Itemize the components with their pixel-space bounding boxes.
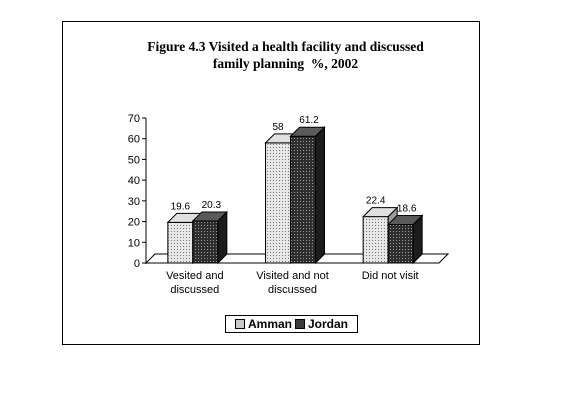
- category-label-line: discussed: [268, 284, 317, 296]
- bar-top: [386, 214, 424, 225]
- data-label: 61.2: [299, 115, 319, 126]
- category-label-line: Vesited and: [166, 270, 224, 282]
- bar-front: [290, 135, 316, 264]
- y-tick-label: 60: [128, 134, 140, 146]
- legend-swatch-jordan: [295, 319, 305, 329]
- category-label-line: Did not visit: [362, 270, 419, 282]
- category-label: Vesited and discussed: [166, 270, 224, 296]
- bar-1-0: [191, 210, 229, 265]
- y-tick-label: 20: [128, 217, 140, 229]
- bar-side: [315, 126, 325, 265]
- bar-front: [265, 142, 291, 264]
- category-label: Did not visit: [362, 270, 419, 282]
- category-label-line: discussed: [170, 284, 219, 296]
- y-tick-label: 40: [128, 175, 140, 187]
- data-label: 20.3: [202, 200, 222, 211]
- legend-item-jordan: Jordan: [295, 317, 348, 331]
- legend-label-jordan: Jordan: [308, 317, 349, 331]
- bar-top: [361, 207, 399, 218]
- y-tick-label: 70: [128, 113, 140, 125]
- bar-1-1: [289, 126, 326, 265]
- category-label-line: Visited and not: [256, 270, 329, 282]
- chart-title: Figure 4.3 Visited a health facility and…: [147, 39, 424, 71]
- data-label: 19.6: [171, 201, 191, 212]
- data-label: 22.4: [366, 196, 386, 207]
- chart-legend: Amman Jordan: [225, 315, 358, 333]
- data-label: 18.6: [397, 203, 417, 214]
- y-tick-label: 50: [128, 154, 140, 166]
- bar-0-2: [361, 206, 399, 265]
- bar-front: [362, 216, 389, 264]
- bar-front: [387, 223, 414, 264]
- bar-top: [289, 126, 326, 137]
- bar-front: [167, 221, 194, 264]
- y-tick-label: 30: [128, 196, 140, 208]
- bar-1-2: [386, 214, 424, 265]
- y-tick-label: 10: [128, 237, 140, 249]
- category-label: Visited and not discussed: [256, 270, 329, 296]
- data-label: 58: [272, 122, 284, 133]
- y-tick-label: 0: [134, 258, 140, 270]
- legend-item-amman: Amman: [234, 317, 292, 331]
- bar-top: [191, 211, 229, 222]
- bar-front: [192, 220, 219, 264]
- legend-label-amman: Amman: [247, 317, 292, 331]
- legend-swatch-amman: [234, 319, 245, 329]
